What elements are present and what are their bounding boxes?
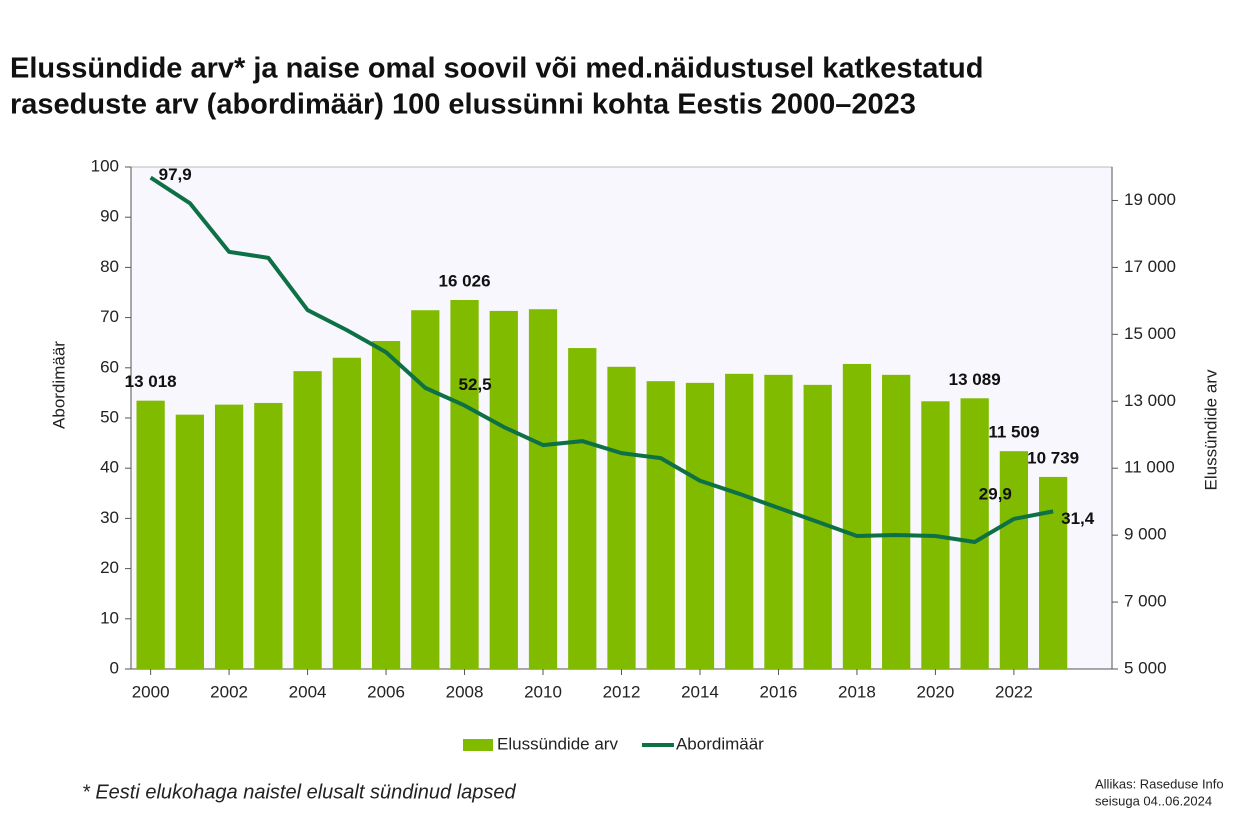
data-label: 13 018: [125, 372, 177, 391]
data-label: 97,9: [159, 165, 192, 184]
y-tick-label: 10: [100, 608, 119, 627]
source: seisuga 04..06.2024: [1095, 793, 1212, 808]
data-label: 52,5: [459, 375, 492, 394]
bar: [214, 404, 244, 669]
line: [149, 175, 1054, 544]
x-tick-label: 2004: [289, 682, 327, 701]
bar: [254, 402, 283, 669]
y2-tick-label: 19 000: [1124, 190, 1176, 209]
bar: [607, 366, 636, 669]
bar: [764, 374, 793, 669]
data-label: 31,4: [1061, 509, 1095, 528]
legend-label: Elussündide arv: [497, 734, 618, 753]
chart-title: raseduste arv (abordimäär) 100 elussünni…: [10, 89, 916, 121]
data-label: 10 739: [1027, 448, 1079, 467]
x-tick-label: 2010: [524, 682, 562, 701]
x-tick-label: 2012: [603, 682, 641, 701]
y2-tick-label: 17 000: [1124, 257, 1176, 276]
y-axis-title: Abordimäär: [49, 341, 68, 429]
x-tick-label: 2022: [995, 682, 1033, 701]
bar: [725, 373, 754, 669]
legend-swatch: [463, 739, 493, 751]
bar: [411, 310, 440, 669]
y-tick-label: 0: [110, 658, 119, 677]
y-tick-label: 50: [100, 407, 119, 426]
chart-title: Elussündide arv* ja naise omal soovil võ…: [10, 53, 983, 85]
y-tick-label: 40: [100, 458, 119, 477]
bar: [450, 299, 479, 669]
y2-tick-label: 5 000: [1124, 658, 1167, 677]
bar: [175, 414, 204, 669]
y2-axis-title: Elussündide arv: [1201, 369, 1220, 490]
bar: [332, 357, 361, 669]
bar: [1039, 476, 1068, 669]
y2-tick-label: 11 000: [1124, 458, 1175, 477]
bar: [999, 451, 1029, 669]
y-tick-label: 90: [100, 207, 119, 226]
bar: [568, 348, 597, 669]
x-tick-label: 2008: [446, 682, 484, 701]
y-tick-label: 60: [100, 357, 119, 376]
legend-label: Abordimäär: [676, 734, 764, 753]
x-tick-label: 2018: [838, 682, 876, 701]
bar: [293, 371, 322, 669]
x-tick-label: 2014: [681, 682, 719, 701]
x-tick-label: 2006: [367, 682, 405, 701]
bar: [842, 363, 872, 669]
bar: [528, 309, 558, 669]
y-tick-label: 70: [100, 307, 119, 326]
bar: [371, 341, 401, 669]
y2-tick-label: 9 000: [1124, 525, 1167, 544]
y-tick-label: 80: [100, 257, 119, 276]
footnote: * Eesti elukohaga naistel elusalt sündin…: [82, 781, 517, 803]
x-tick-label: 2002: [210, 682, 248, 701]
y2-tick-label: 15 000: [1124, 324, 1176, 343]
data-label: 16 026: [439, 271, 491, 290]
bar: [685, 382, 715, 669]
source: Allikas: Raseduse Info: [1095, 776, 1224, 791]
y2-tick-label: 13 000: [1124, 391, 1176, 410]
bar: [489, 310, 518, 669]
bar: [136, 400, 165, 669]
y2-tick-label: 7 000: [1124, 592, 1167, 611]
data-label: 13 089: [949, 370, 1001, 389]
bar: [960, 398, 989, 669]
y-tick-label: 30: [100, 508, 119, 527]
data-label: 11 509: [988, 423, 1039, 442]
y-tick-label: 20: [100, 558, 119, 577]
data-label: 29,9: [979, 484, 1012, 503]
bar: [646, 381, 675, 669]
bar: [882, 374, 911, 669]
x-tick-label: 2000: [132, 682, 170, 701]
x-tick-label: 2020: [917, 682, 955, 701]
x-tick-label: 2016: [760, 682, 798, 701]
y-tick-label: 100: [91, 156, 119, 175]
